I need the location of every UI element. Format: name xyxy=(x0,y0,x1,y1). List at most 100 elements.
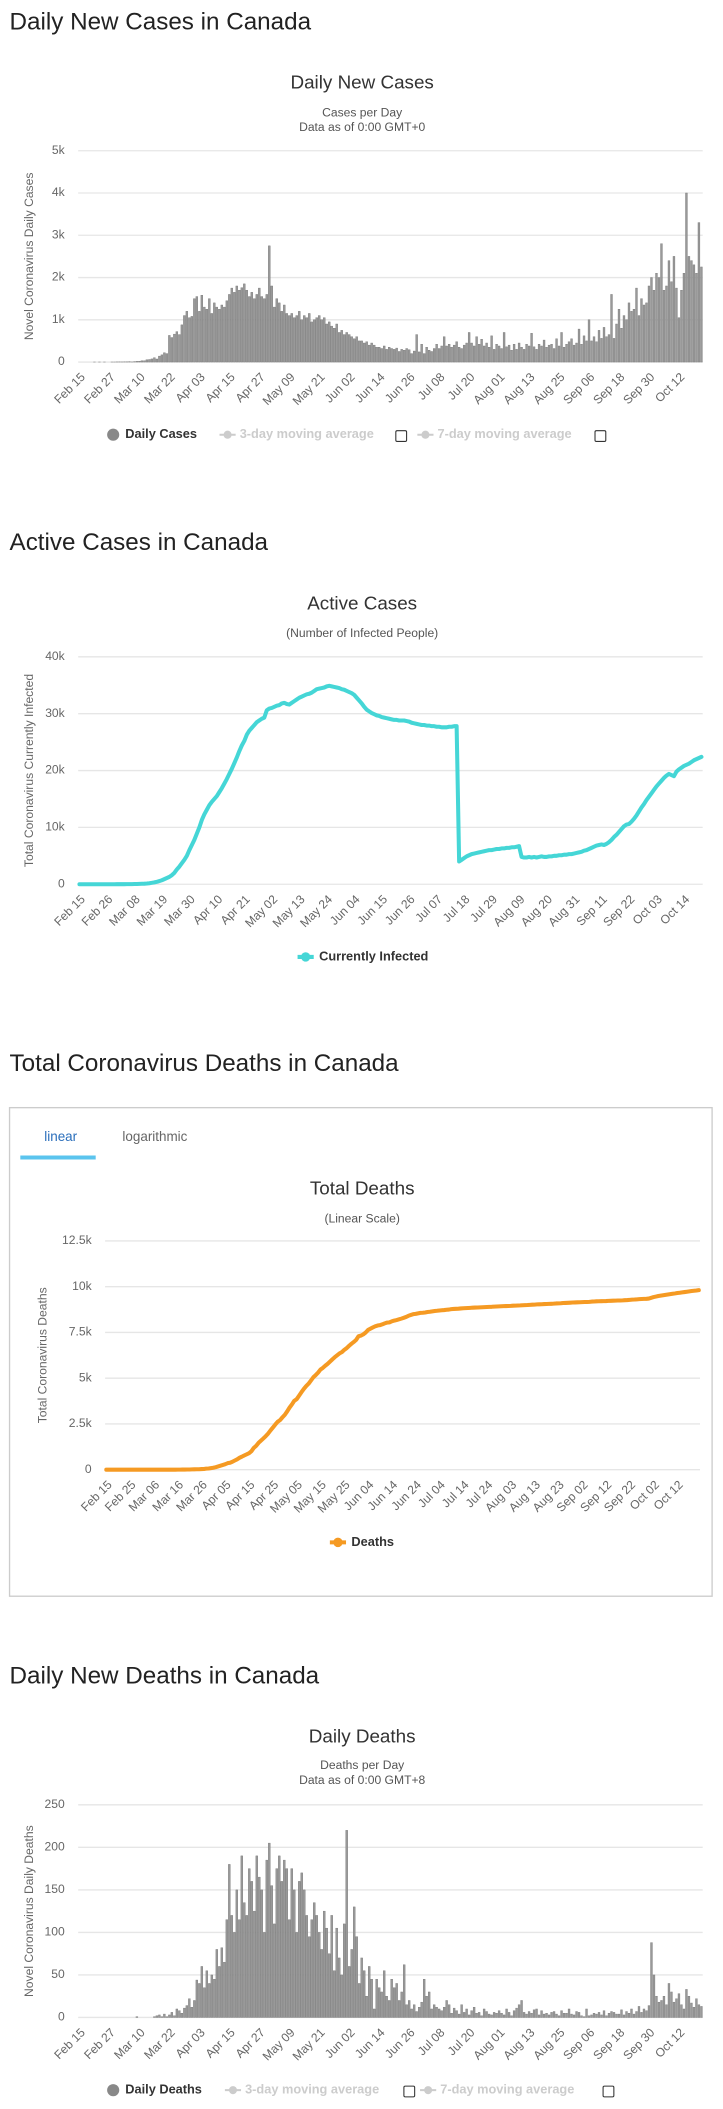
bar xyxy=(213,1979,216,2018)
bar xyxy=(565,344,568,363)
bar xyxy=(288,315,291,363)
bar xyxy=(700,266,703,363)
bar xyxy=(220,1947,223,2018)
bar xyxy=(675,1998,678,2018)
bar xyxy=(670,1991,673,2018)
bar xyxy=(173,2015,176,2018)
bar xyxy=(410,353,413,363)
x-tick-label: Jun 14 xyxy=(352,370,388,406)
bar xyxy=(632,309,636,363)
legend-label[interactable]: 3-day moving average xyxy=(245,2082,379,2097)
bar xyxy=(183,315,186,363)
x-tick-label: Jun 02 xyxy=(322,370,358,406)
y-tick-label: 150 xyxy=(45,1882,65,1896)
bar xyxy=(253,1910,256,2018)
bar xyxy=(168,335,171,363)
bar xyxy=(148,359,151,363)
bar xyxy=(587,319,591,363)
legend-label[interactable]: Daily Deaths xyxy=(125,2082,202,2097)
bar xyxy=(320,1949,323,2018)
x-tick-label: Jun 02 xyxy=(322,2025,358,2061)
bar xyxy=(168,2014,171,2018)
bar xyxy=(565,2013,568,2018)
bar xyxy=(620,328,623,363)
legend-checkbox[interactable] xyxy=(602,2085,615,2098)
bar xyxy=(567,341,571,363)
bar xyxy=(577,2012,581,2018)
bar xyxy=(270,1885,273,2018)
bar xyxy=(325,323,328,363)
bar xyxy=(562,347,566,363)
legend-label[interactable]: 3-day moving average xyxy=(240,426,374,441)
legend-label[interactable]: Daily Cases xyxy=(125,426,197,441)
x-tick-label: Sep 06 xyxy=(560,2025,597,2062)
bar xyxy=(610,2011,613,2018)
bar xyxy=(135,2016,139,2018)
bar xyxy=(210,1974,213,2018)
legend-label[interactable]: 7-day moving average xyxy=(440,2082,574,2097)
chart-subtitle: Data as of 0:00 GMT+0 xyxy=(299,120,425,134)
legend-marker xyxy=(107,2084,120,2097)
x-tick-label: Aug 25 xyxy=(530,2025,567,2062)
bar xyxy=(620,2009,623,2018)
bar xyxy=(170,337,174,363)
bar xyxy=(303,315,306,363)
bar xyxy=(388,347,391,363)
bar xyxy=(442,2007,446,2018)
y-tick-label: 3k xyxy=(52,227,66,241)
bar xyxy=(215,306,218,363)
bar xyxy=(248,1868,251,2018)
x-tick-label: Aug 13 xyxy=(500,2025,537,2062)
bar xyxy=(575,2011,578,2018)
bar xyxy=(462,344,466,363)
bar xyxy=(313,319,316,363)
bar xyxy=(315,317,318,363)
bar xyxy=(585,2008,588,2018)
bar xyxy=(440,345,443,363)
legend-checkbox[interactable] xyxy=(594,430,607,442)
bar xyxy=(378,1987,381,2018)
bar xyxy=(677,1993,681,2018)
bar xyxy=(428,350,431,363)
bar xyxy=(335,323,338,363)
bar xyxy=(642,304,646,363)
bar xyxy=(470,342,473,363)
bar xyxy=(552,2011,556,2018)
bar xyxy=(640,298,643,363)
y-tick-label: 1k xyxy=(52,312,66,326)
x-tick-label: Mar 30 xyxy=(161,892,198,929)
bar xyxy=(510,2015,513,2018)
bar xyxy=(465,342,468,363)
scale-tab[interactable]: linear xyxy=(44,1129,77,1144)
bar xyxy=(477,344,481,363)
bar xyxy=(587,2015,591,2018)
legend-label[interactable]: Currently Infected xyxy=(319,948,428,963)
bar xyxy=(370,1979,373,2018)
bar xyxy=(190,2007,193,2018)
bar xyxy=(512,2010,516,2018)
legend-label[interactable]: 7-day moving average xyxy=(438,426,572,441)
bar xyxy=(650,277,653,363)
bar xyxy=(285,1868,288,2018)
bar xyxy=(530,333,533,363)
y-tick-label: 2.5k xyxy=(69,1416,93,1430)
scale-tab[interactable]: logarithmic xyxy=(122,1129,187,1144)
legend-checkbox[interactable] xyxy=(403,2085,416,2098)
bar xyxy=(333,328,336,363)
bar xyxy=(303,1889,306,2018)
chart-title: Active Cases xyxy=(307,592,417,613)
bar xyxy=(600,338,603,363)
bar xyxy=(532,346,536,363)
bar xyxy=(430,2008,433,2018)
bar xyxy=(218,1966,221,2018)
x-tick-label: Sep 22 xyxy=(600,892,637,929)
bar xyxy=(535,2008,538,2018)
bar xyxy=(490,335,493,363)
bar xyxy=(462,2012,466,2018)
bar xyxy=(540,345,543,363)
legend-checkbox[interactable] xyxy=(395,430,408,442)
y-tick-label: 50 xyxy=(51,1967,65,1981)
legend-label[interactable]: Deaths xyxy=(351,1534,394,1549)
x-tick-label: Apr 03 xyxy=(173,370,208,405)
